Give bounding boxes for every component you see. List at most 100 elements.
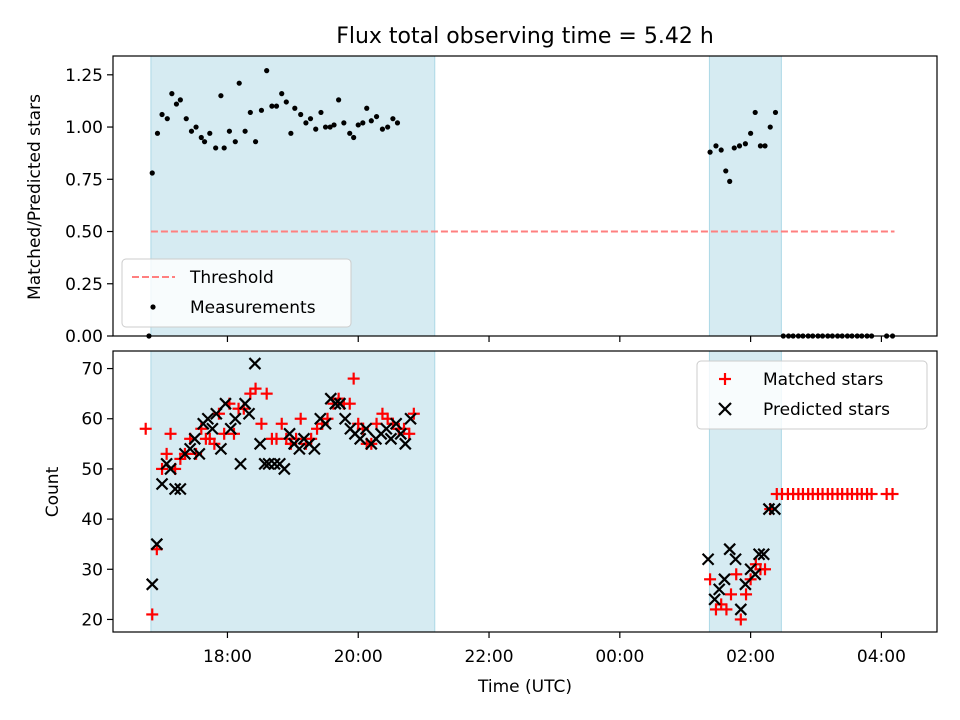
predicted-star-marker: [329, 397, 342, 410]
predicted-star-marker: [757, 547, 770, 561]
predicted-star-marker: [234, 457, 247, 471]
predicted-star-marker: [359, 422, 373, 436]
measurement-point: [188, 128, 195, 134]
observing-interval-band: [708, 55, 782, 337]
measurement-point: [218, 93, 224, 99]
predicted-star-marker: [338, 412, 352, 426]
measurement-point: [313, 126, 319, 132]
predicted-star-marker: [394, 427, 408, 441]
measurement-point: [336, 97, 342, 103]
predicted-star-marker: [183, 442, 197, 456]
measurement-point: [727, 178, 733, 184]
predicted-star-marker: [723, 542, 736, 556]
legend-matched-swatch: [719, 373, 731, 385]
measurement-point: [252, 139, 259, 145]
x-tick-label: 20:00: [334, 647, 383, 667]
matched-star-marker: [704, 573, 717, 586]
legend-predicted-label: Predicted stars: [763, 400, 890, 420]
predicted-star-marker: [248, 357, 262, 370]
y-tick-label: 30: [81, 560, 103, 580]
measurement-point: [198, 134, 204, 141]
matched-star-marker: [255, 417, 268, 430]
matched-star-marker: [227, 427, 240, 440]
y-tick-label: 40: [81, 510, 103, 530]
matched-star-marker: [249, 382, 262, 395]
predicted-star-marker: [718, 573, 731, 586]
predicted-stars-series: [145, 357, 782, 616]
measurement-point: [757, 143, 764, 149]
x-tick-label: 22:00: [465, 647, 514, 667]
measurement-point: [169, 91, 175, 97]
measurement-point: [264, 68, 270, 74]
predicted-star-marker: [380, 422, 393, 436]
measurement-point: [731, 145, 737, 151]
predicted-star-marker: [238, 397, 252, 410]
legend-threshold-label: Threshold: [189, 268, 274, 288]
top-legend-box: [121, 258, 352, 328]
bottom-plot-frame: [112, 350, 938, 633]
measurement-point: [364, 105, 370, 111]
matched-star-marker: [734, 613, 747, 626]
measurement-point: [360, 120, 366, 126]
predicted-star-marker: [193, 447, 206, 461]
measurement-point: [373, 113, 380, 120]
matched-star-marker: [720, 603, 733, 616]
bottom-legend: Matched stars Predicted stars: [696, 360, 928, 430]
measurement-point: [177, 97, 183, 103]
measurement-point: [322, 124, 329, 130]
predicted-star-marker: [319, 417, 332, 431]
predicted-star-marker: [293, 442, 306, 456]
predicted-star-marker: [229, 412, 242, 426]
predicted-star-marker: [210, 407, 223, 421]
predicted-star-marker: [752, 547, 766, 561]
legend-matched-label: Matched stars: [763, 370, 883, 390]
matched-star-marker: [139, 422, 152, 435]
predicted-star-marker: [150, 537, 164, 551]
measurement-point: [368, 118, 374, 124]
measurement-point: [355, 122, 361, 128]
measurement-point: [292, 105, 298, 111]
predicted-star-marker: [214, 442, 228, 456]
x-tick-label: 00:00: [595, 647, 644, 667]
measurement-point: [269, 103, 275, 109]
measurement-point: [318, 109, 324, 116]
matched-star-marker: [164, 427, 177, 440]
measurement-point: [283, 99, 289, 105]
measurement-point: [341, 120, 347, 126]
x-axis-label: Time (UTC): [477, 677, 572, 697]
measurement-point: [213, 145, 219, 151]
measurement-point: [307, 116, 314, 122]
measurement-point: [183, 116, 189, 122]
predicted-star-marker: [206, 422, 219, 436]
matched-star-marker: [146, 608, 159, 621]
predicted-star-marker: [308, 442, 321, 456]
predicted-star-marker: [253, 437, 267, 451]
predicted-star-marker: [353, 432, 367, 446]
measurement-point: [154, 130, 161, 136]
x-tick-label: 18:00: [203, 647, 252, 667]
matched-star-marker: [865, 488, 878, 501]
predicted-star-marker: [333, 397, 347, 410]
measurement-point: [303, 120, 309, 126]
measurement-point: [226, 128, 233, 134]
measurement-point: [331, 122, 337, 128]
predicted-star-marker: [258, 457, 271, 471]
measurement-point: [767, 124, 773, 130]
predicted-star-marker: [278, 462, 291, 476]
measurement-point: [748, 130, 754, 136]
predicted-star-marker: [188, 432, 202, 446]
measurement-point: [713, 143, 719, 149]
top-x-tick-marks: [226, 336, 883, 342]
matched-star-marker: [275, 417, 288, 430]
y-tick-label: 50: [81, 460, 103, 480]
measurement-point: [221, 145, 227, 151]
measurement-point: [327, 124, 333, 130]
measurement-point: [149, 170, 155, 176]
predicted-star-marker: [404, 412, 417, 426]
legend-predicted-swatch: [718, 402, 732, 416]
observing-interval-band: [150, 350, 436, 633]
top-plot-frame: [112, 55, 938, 337]
measurement-point: [164, 116, 170, 122]
predicted-star-marker: [399, 437, 412, 451]
measurement-point: [742, 141, 748, 147]
